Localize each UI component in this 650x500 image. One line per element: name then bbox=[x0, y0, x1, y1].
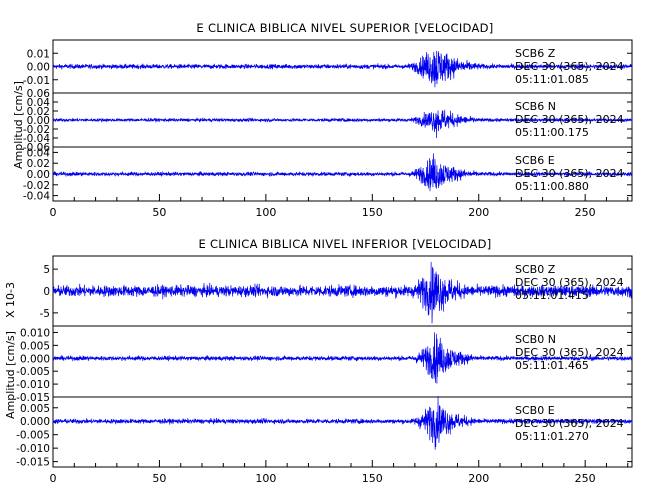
station-label-lower-z: SCB0 Z bbox=[515, 263, 556, 276]
y-tick-label-upper-z: 0.01 bbox=[27, 48, 50, 60]
x-tick-label-lower: 250 bbox=[575, 472, 596, 485]
station-label-upper-n: SCB6 N bbox=[515, 100, 556, 113]
y-tick-label-lower-n: -0.015 bbox=[16, 392, 50, 404]
time-label-lower-e: 05:11:01.270 bbox=[515, 430, 589, 443]
y-tick-label-upper-e: 0.02 bbox=[27, 158, 50, 170]
y-tick-label-upper-e: -0.04 bbox=[23, 191, 50, 203]
x-tick-label-upper: 0 bbox=[50, 206, 57, 219]
y-tick-label-upper-n: 0.02 bbox=[27, 106, 50, 118]
date-label-lower-z: DEC 30 (365), 2024 bbox=[515, 276, 624, 289]
trace-frame-lower-e bbox=[52, 396, 633, 468]
date-label-upper-n: DEC 30 (365), 2024 bbox=[515, 113, 624, 126]
y-tick-label-lower-e: -0.015 bbox=[16, 457, 50, 469]
chart-title-lower: E CLINICA BIBLICA NIVEL INFERIOR [VELOCI… bbox=[198, 237, 491, 251]
y-tick-label-upper-z: 0.00 bbox=[27, 62, 50, 74]
y-tick-label-lower-e: 0.000 bbox=[20, 416, 50, 428]
station-label-lower-n: SCB0 N bbox=[515, 333, 556, 346]
seismic-trace-upper-n bbox=[52, 109, 633, 139]
y-tick-label-lower-z: 5 bbox=[43, 264, 50, 276]
y-tick-label-upper-n: 0.06 bbox=[27, 88, 51, 100]
x-tick-label-lower: 0 bbox=[50, 472, 57, 485]
y-tick-label-lower-n: -0.005 bbox=[16, 366, 50, 378]
y-tick-label-upper-e: 0.00 bbox=[27, 169, 50, 181]
y-axis-label-lower: Amplitud [cm/s] bbox=[4, 331, 17, 419]
y-tick-label-lower-z: 0 bbox=[43, 286, 50, 298]
x-tick-label-lower: 200 bbox=[468, 472, 489, 485]
y-tick-label-upper-n: 0.00 bbox=[27, 115, 50, 127]
y-tick-label-lower-z: -5 bbox=[40, 308, 50, 320]
x-tick-label-lower: 50 bbox=[152, 472, 166, 485]
y-tick-label-lower-n: 0.010 bbox=[20, 327, 50, 339]
y-tick-label-upper-n: 0.04 bbox=[27, 97, 51, 109]
seismic-trace-lower-e bbox=[52, 396, 633, 450]
y-tick-label-lower-e: -0.010 bbox=[16, 443, 50, 455]
station-label-upper-e: SCB6 E bbox=[515, 154, 555, 167]
x-tick-label-upper: 200 bbox=[468, 206, 489, 219]
chart-title-upper: E CLINICA BIBLICA NIVEL SUPERIOR [VELOCI… bbox=[196, 21, 493, 35]
seismic-trace-lower-n bbox=[52, 332, 633, 384]
traces-layer bbox=[52, 50, 633, 450]
y-tick-label-upper-z: -0.01 bbox=[23, 75, 50, 87]
y-tick-label-upper-n: -0.02 bbox=[23, 124, 50, 136]
y-tick-label-lower-e: -0.005 bbox=[16, 430, 50, 442]
y-axis-label-upper: Amplitud [cm/s] bbox=[12, 81, 25, 169]
time-label-lower-z: 05:11:01.415 bbox=[515, 289, 589, 302]
text-layer: E CLINICA BIBLICA NIVEL SUPERIOR [VELOCI… bbox=[4, 21, 624, 485]
date-label-lower-e: DEC 30 (365), 2024 bbox=[515, 417, 624, 430]
seismic-trace-upper-z bbox=[52, 50, 633, 88]
y-tick-label-upper-n: -0.06 bbox=[23, 142, 50, 154]
date-label-upper-z: DEC 30 (365), 2024 bbox=[515, 60, 624, 73]
y-axis-scale-label: X 10-3 bbox=[4, 282, 17, 318]
y-tick-label-upper-e: 0.04 bbox=[27, 147, 51, 159]
time-label-lower-n: 05:11:01.465 bbox=[515, 359, 589, 372]
x-tick-label-upper: 250 bbox=[575, 206, 596, 219]
time-label-upper-z: 05:11:01.085 bbox=[515, 73, 589, 86]
date-label-lower-n: DEC 30 (365), 2024 bbox=[515, 346, 624, 359]
seismic-trace-upper-e bbox=[52, 153, 633, 192]
time-label-upper-n: 05:11:00.175 bbox=[515, 126, 589, 139]
y-tick-label-upper-e: -0.02 bbox=[23, 180, 50, 192]
seismic-trace-lower-z bbox=[52, 261, 633, 324]
time-label-upper-e: 05:11:00.880 bbox=[515, 180, 589, 193]
y-tick-label-lower-n: 0.000 bbox=[20, 353, 50, 365]
x-tick-label-upper: 100 bbox=[255, 206, 276, 219]
x-tick-label-lower: 150 bbox=[362, 472, 383, 485]
x-tick-label-upper: 50 bbox=[152, 206, 166, 219]
y-tick-label-upper-n: -0.04 bbox=[23, 133, 50, 145]
station-label-upper-z: SCB6 Z bbox=[515, 47, 556, 60]
y-tick-label-lower-e: 0.005 bbox=[20, 403, 50, 415]
date-label-upper-e: DEC 30 (365), 2024 bbox=[515, 167, 624, 180]
y-tick-label-lower-n: 0.005 bbox=[20, 340, 50, 352]
station-label-lower-e: SCB0 E bbox=[515, 404, 555, 417]
y-tick-label-lower-n: -0.010 bbox=[16, 379, 50, 391]
x-tick-label-lower: 100 bbox=[255, 472, 276, 485]
x-tick-label-upper: 150 bbox=[362, 206, 383, 219]
